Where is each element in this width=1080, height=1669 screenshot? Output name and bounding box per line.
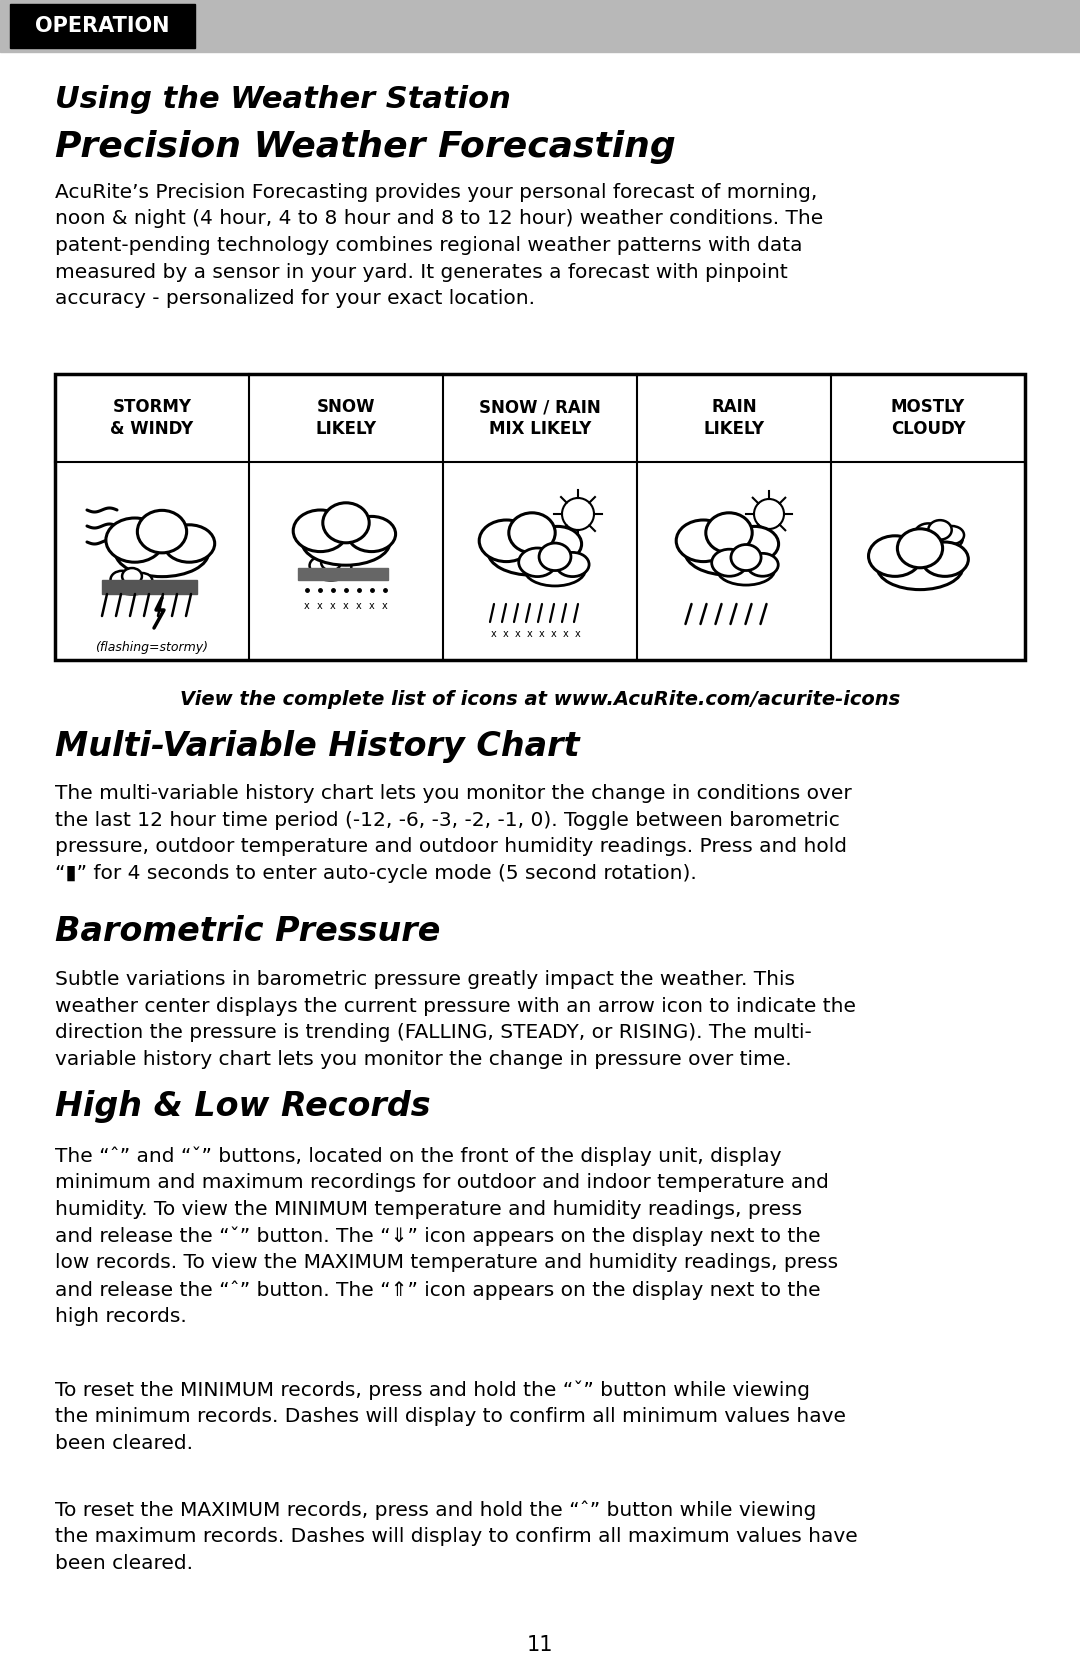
Ellipse shape [731,544,761,571]
Text: x: x [343,601,349,611]
Ellipse shape [348,516,395,551]
Ellipse shape [534,526,582,561]
Ellipse shape [480,521,534,561]
Ellipse shape [112,574,151,594]
Ellipse shape [525,554,585,586]
Text: x: x [318,601,323,611]
Text: x: x [576,629,581,639]
Text: x: x [330,601,336,611]
Text: SNOW
LIKELY: SNOW LIKELY [315,399,377,437]
Ellipse shape [917,527,962,551]
Ellipse shape [518,547,556,576]
Text: The “ˆ” and “ˇ” buttons, located on the front of the display unit, display
minim: The “ˆ” and “ˇ” buttons, located on the … [55,1147,838,1325]
Text: RAIN
LIKELY: RAIN LIKELY [703,399,765,437]
Ellipse shape [110,571,134,589]
Ellipse shape [488,529,576,576]
Text: Multi-Variable History Chart: Multi-Variable History Chart [55,729,580,763]
Ellipse shape [122,567,141,584]
Ellipse shape [921,542,969,576]
Text: x: x [551,629,557,639]
Text: x: x [491,629,497,639]
Text: x: x [539,629,545,639]
Ellipse shape [556,552,589,576]
Ellipse shape [897,529,943,567]
Text: OPERATION: OPERATION [36,17,170,37]
Bar [298,567,388,581]
Text: x: x [369,601,375,611]
Text: Barometric Pressure: Barometric Pressure [55,915,441,948]
Text: x: x [305,601,310,611]
Text: Using the Weather Station: Using the Weather Station [55,85,511,113]
Text: Subtle variations in barometric pressure greatly impact the weather. This
weathe: Subtle variations in barometric pressure… [55,970,856,1068]
Ellipse shape [730,526,779,561]
Ellipse shape [509,512,555,552]
Ellipse shape [539,542,571,571]
Text: STORMY
& WINDY: STORMY & WINDY [110,399,193,437]
Ellipse shape [929,521,951,539]
Ellipse shape [712,549,747,576]
Ellipse shape [717,554,774,586]
Text: To reset the MAXIMUM records, press and hold the “ˆ” button while viewing
the ma: To reset the MAXIMUM records, press and … [55,1500,858,1572]
Text: x: x [515,629,521,639]
Text: SNOW / RAIN
MIX LIKELY: SNOW / RAIN MIX LIKELY [480,399,600,437]
Ellipse shape [706,512,752,552]
Ellipse shape [877,544,963,589]
Ellipse shape [915,524,942,544]
Ellipse shape [321,554,341,571]
Ellipse shape [323,502,369,542]
Text: x: x [563,629,569,639]
Text: x: x [356,601,362,611]
Text: x: x [382,601,388,611]
Ellipse shape [310,557,333,574]
Text: To reset the MINIMUM records, press and hold the “ˇ” button while viewing
the mi: To reset the MINIMUM records, press and … [55,1380,846,1452]
Text: Precision Weather Forecasting: Precision Weather Forecasting [55,130,676,164]
Ellipse shape [868,536,921,576]
Ellipse shape [137,511,187,552]
Text: x: x [527,629,532,639]
Ellipse shape [676,521,730,561]
Ellipse shape [116,527,208,577]
Ellipse shape [562,497,594,531]
Ellipse shape [164,524,215,562]
Ellipse shape [293,511,348,551]
Ellipse shape [106,517,164,562]
Text: AcuRite’s Precision Forecasting provides your personal forecast of morning,
noon: AcuRite’s Precision Forecasting provides… [55,184,823,309]
Ellipse shape [330,559,351,574]
Ellipse shape [940,526,964,544]
Ellipse shape [132,572,152,589]
Text: 11: 11 [527,1636,553,1656]
Bar [0,0,1080,52]
Ellipse shape [685,529,773,576]
Text: (flashing=stormy): (flashing=stormy) [95,641,208,654]
Bar [10,3,195,48]
Text: The multi-variable history chart lets you monitor the change in conditions over
: The multi-variable history chart lets yo… [55,784,852,883]
Text: High & Low Records: High & Low Records [55,1090,431,1123]
Ellipse shape [754,499,784,529]
Text: MOSTLY
CLOUDY: MOSTLY CLOUDY [891,399,966,437]
Bar [102,581,197,594]
Bar [55,374,1025,659]
Text: x: x [503,629,509,639]
Ellipse shape [302,519,390,566]
Text: View the complete list of icons at www.AcuRite.com/acurite-icons: View the complete list of icons at www.A… [180,689,900,709]
Ellipse shape [312,559,350,581]
Ellipse shape [747,554,779,576]
